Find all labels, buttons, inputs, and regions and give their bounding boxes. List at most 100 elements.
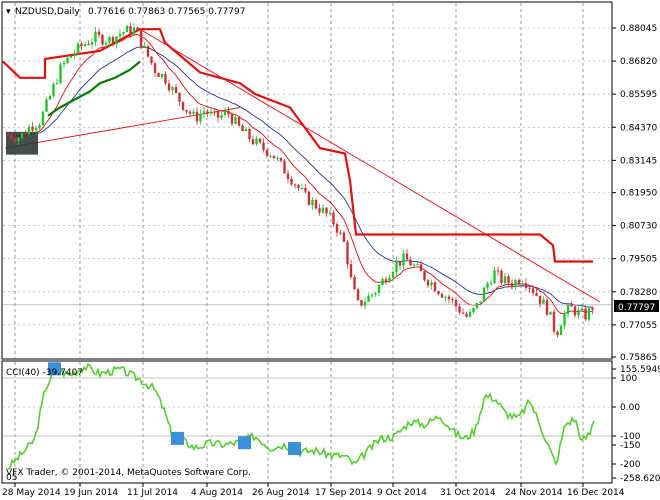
price-tick-label: 0.77055 [620,321,657,331]
candle-body [563,314,566,326]
candle-body [437,291,440,295]
candle-body [213,111,216,113]
candle-body [556,331,559,336]
candle-body [325,207,328,214]
price-tick-label: 0.81950 [620,189,657,199]
candle-body [349,264,353,277]
candle-body [374,292,377,295]
candle-body [150,56,153,64]
candle-body [405,253,409,260]
candle-body [328,212,332,214]
signal-marker [171,431,184,445]
candle-body [454,299,458,307]
candle-body [139,30,143,48]
candle-body [269,155,272,157]
candle-body [332,212,335,225]
candle-body [514,280,517,288]
candle-body [584,308,587,320]
candle-body [580,308,584,310]
candle-body [125,26,129,32]
price-tick-label: 0.79505 [620,255,657,265]
candle-body [573,306,577,316]
candle-body [293,184,297,186]
candle-body [381,279,384,285]
candle-body [276,157,279,159]
cci-tick-label: 100 [620,374,637,384]
candle-body [395,261,398,272]
candle-body [41,111,45,126]
candle-body [433,282,437,292]
candle-body [370,294,374,296]
candle-body [13,138,17,142]
candle-body [10,134,13,139]
candle-body [129,26,132,35]
price-tick-label: 0.78280 [620,288,657,298]
candle-body [178,92,181,102]
price-tick-label: 0.88045 [620,24,657,34]
candle-body [227,111,230,115]
signal-marker [48,362,61,376]
candle-body [321,207,325,213]
candle-body [164,73,167,84]
candle-body [472,308,475,313]
time-tick-label: 17 Sep 2014 [315,488,372,498]
candle-body [55,82,59,84]
time-tick-label: 24 Nov 2014 [505,488,563,498]
candle-body [24,133,27,135]
candle-body [185,109,188,112]
signal-marker [238,436,251,450]
candle-body [545,299,549,315]
signal-marker [288,442,301,456]
candle-body [136,27,139,31]
candle-body [290,178,293,185]
candle-body [146,45,150,57]
cci-tick-label: -258.6201 [620,474,660,484]
current-price-tag [614,300,659,312]
candle-body [73,53,76,56]
candle-body [517,280,521,285]
candle-body [482,287,486,302]
candle-body [216,111,220,118]
candle-body [412,264,416,266]
cci-indicator [7,362,595,470]
candle-body [451,299,454,301]
candle-body [283,160,286,174]
candle-body [587,307,591,320]
descending-trend-line [139,28,601,303]
time-tick-label: 31 Oct 2014 [440,488,496,498]
candle-body [87,44,90,46]
candle-body [388,277,391,283]
candle-body [251,139,255,145]
time-tick-label: 16 Dec 2014 [567,488,625,498]
candle-body [339,232,342,234]
cci-tick-label: -150 [620,441,641,451]
candle-body [493,270,496,284]
candle-body [300,187,304,189]
candle-body [90,41,94,45]
candle-body [440,294,444,298]
price-tick-label: 0.84370 [620,123,657,133]
candle-body [510,283,514,288]
candle-body [377,284,381,293]
candle-body [223,111,227,115]
candle-body [167,83,171,91]
candle-body [521,283,524,285]
candle-body [192,111,195,114]
price-tick-label: 0.75865 [620,353,657,363]
candle-body [265,149,269,156]
chart-menu-arrow[interactable]: ▾ [6,7,11,17]
price-tick-label: 0.80730 [620,222,657,232]
candle-body [143,45,146,48]
cci-tick-label: -100 [620,432,641,442]
candle-body [62,63,66,65]
candle-body [346,241,349,265]
candle-body [241,125,244,132]
candle-body [423,271,426,281]
candle-body [535,293,538,296]
cci-tick-label: -200 [620,460,641,470]
range-box [6,131,38,155]
current-price-label: 0.77797 [618,303,655,313]
candle-body [402,253,405,266]
candle-body [507,276,510,284]
